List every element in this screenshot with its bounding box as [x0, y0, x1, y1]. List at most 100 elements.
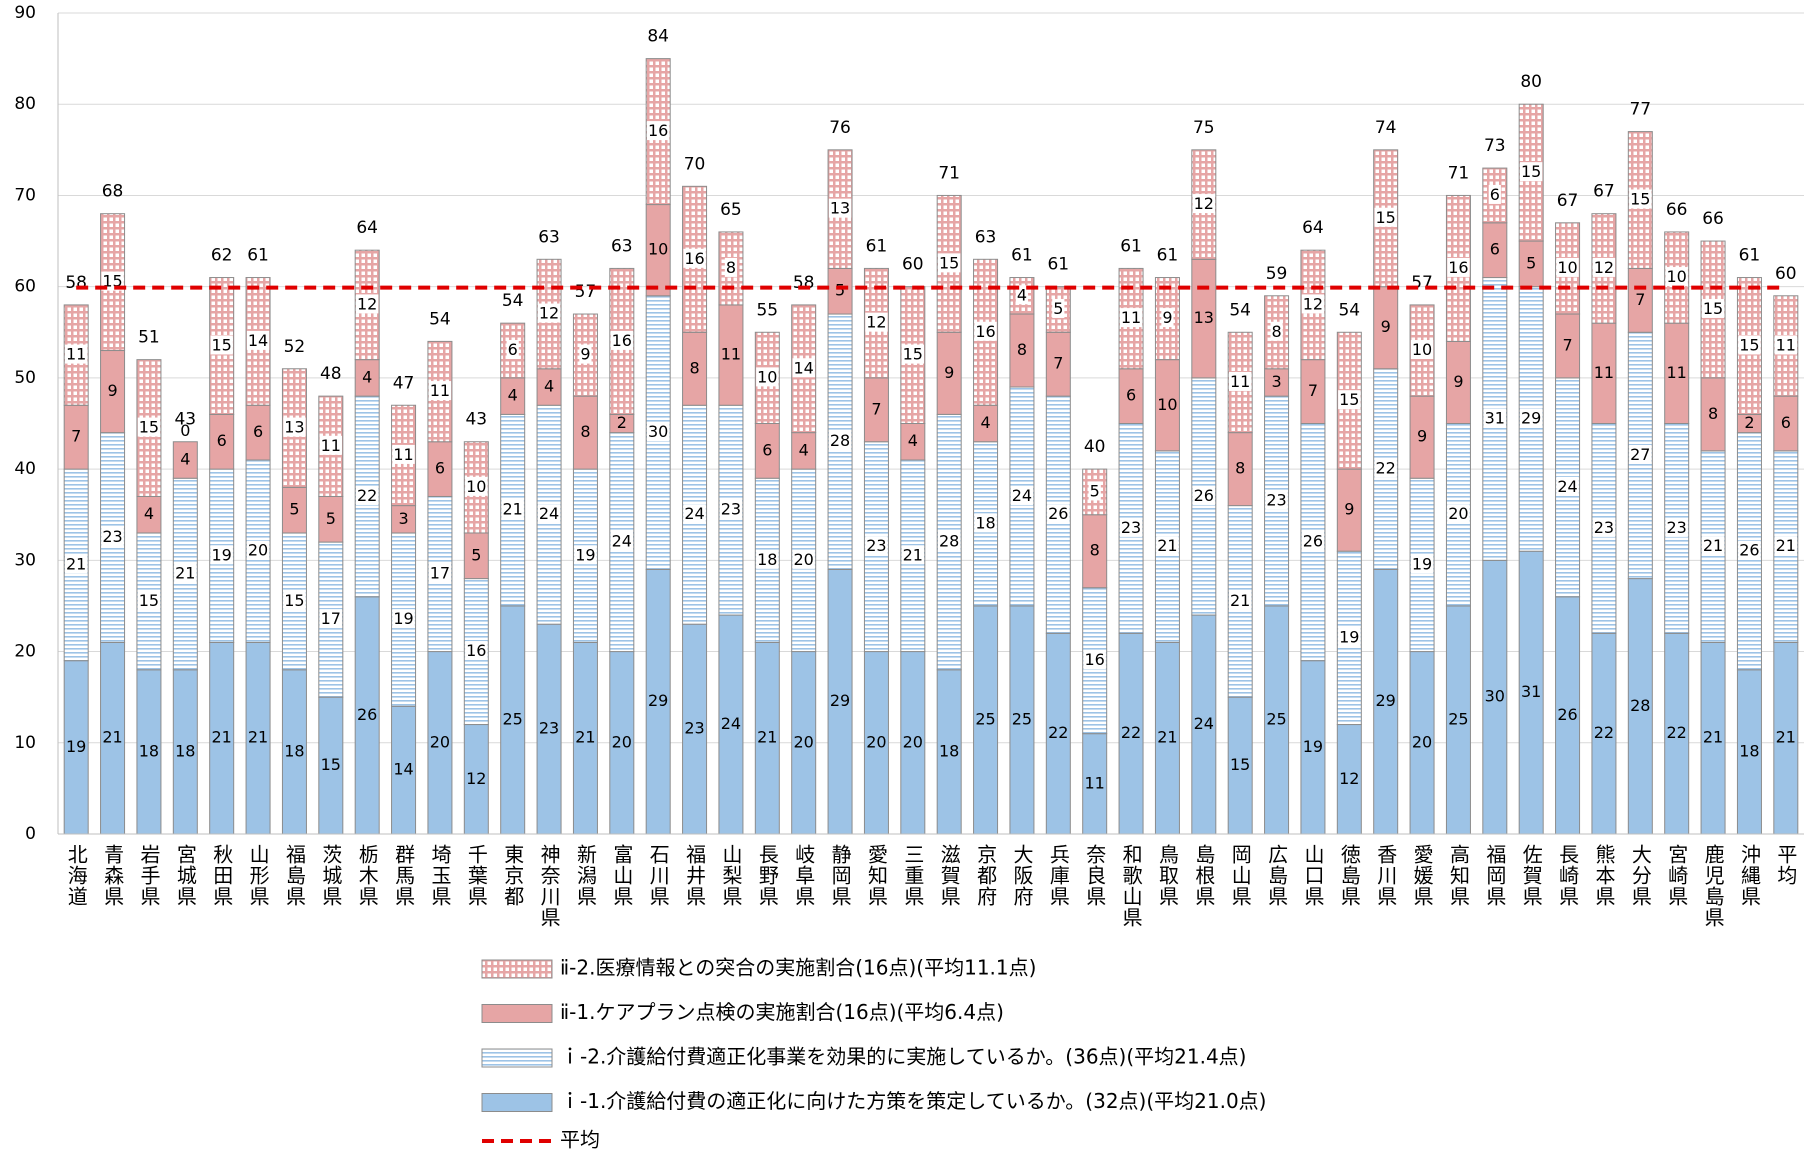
- value-label: 25: [1448, 709, 1468, 728]
- value-label: 14: [794, 358, 814, 377]
- x-tick-label: 佐賀県: [1519, 844, 1543, 907]
- bar-segment: [500, 377, 526, 415]
- label-bg: [1592, 517, 1616, 537]
- legend-label: 平均: [560, 1128, 600, 1152]
- label-bg: [1488, 184, 1501, 204]
- label-bg: [537, 303, 561, 323]
- bar-segment: [645, 568, 671, 835]
- total-label: 47: [393, 373, 415, 393]
- value-label: 16: [1448, 258, 1468, 277]
- bar-segment: [391, 505, 417, 534]
- bar-segment: [136, 669, 162, 835]
- value-label: 16: [975, 322, 995, 341]
- bar-segment: [900, 423, 926, 461]
- label-bg: [246, 540, 270, 560]
- total-label: 61: [1739, 246, 1761, 266]
- value-label: 20: [866, 732, 886, 751]
- value-label: 24: [1557, 477, 1577, 496]
- bar-segment: [1264, 605, 1290, 835]
- label-bg: [392, 609, 415, 629]
- value-label: 8: [726, 258, 736, 277]
- bar-segment: [973, 404, 999, 443]
- value-label: 9: [580, 345, 590, 364]
- bar-segment: [827, 267, 853, 315]
- value-label: 4: [362, 367, 372, 386]
- value-label: 9: [1344, 500, 1354, 519]
- value-label: 6: [1490, 185, 1500, 204]
- value-label: 12: [1594, 258, 1614, 277]
- label-bg: [1483, 408, 1506, 428]
- value-label: 11: [721, 345, 741, 364]
- label-bg: [579, 344, 592, 364]
- label-bg: [1556, 257, 1579, 277]
- value-label: 11: [430, 381, 450, 400]
- bar-segment: [1555, 596, 1581, 835]
- y-tick-label: 90: [14, 3, 36, 23]
- value-label: 16: [648, 121, 668, 140]
- label-bg: [1229, 590, 1252, 610]
- y-tick-label: 30: [14, 550, 36, 570]
- total-label: 48: [320, 364, 342, 384]
- bar-segment: [245, 641, 271, 835]
- x-tick-label: 鹿児島県: [1701, 844, 1725, 928]
- label-bg: [319, 435, 342, 455]
- value-label: 8: [1271, 322, 1281, 341]
- bar-segment: [536, 368, 562, 406]
- value-label: 21: [248, 728, 268, 747]
- x-tick-label: 神奈川県: [537, 844, 561, 928]
- label-bg: [1119, 308, 1143, 328]
- label-bg: [65, 344, 88, 364]
- value-label: 10: [1157, 395, 1177, 414]
- total-label: 59: [1266, 264, 1288, 284]
- x-tick-label: 和歌山県: [1119, 844, 1143, 928]
- value-label: 23: [539, 719, 559, 738]
- label-bg: [647, 422, 670, 442]
- value-label: 10: [1667, 267, 1687, 286]
- label-bg: [610, 531, 633, 551]
- label-bg: [1301, 294, 1325, 314]
- value-label: 21: [1157, 536, 1177, 555]
- x-tick-label: 埼玉県: [428, 844, 452, 907]
- value-label: 22: [1667, 723, 1687, 742]
- label-bg: [683, 504, 706, 524]
- bar-segment: [682, 331, 708, 406]
- value-label: 15: [1630, 190, 1650, 209]
- label-bg: [1447, 257, 1470, 277]
- total-label: 57: [575, 282, 597, 302]
- value-label: 3: [398, 509, 408, 528]
- label-bg: [828, 431, 852, 451]
- legend-label: ⅱ-1.ケアプラン点検の実施割合(16点)(平均6.4点): [560, 1000, 1004, 1024]
- value-label: 26: [1739, 541, 1759, 560]
- total-label: 73: [1484, 136, 1506, 156]
- value-label: 7: [1053, 354, 1063, 373]
- value-label: 12: [866, 313, 886, 332]
- label-bg: [865, 312, 888, 332]
- x-tick-label: 石川県: [646, 844, 670, 907]
- value-label: 0: [180, 421, 190, 440]
- total-label: 60: [902, 255, 924, 275]
- total-label: 63: [538, 227, 560, 247]
- label-bg: [1083, 650, 1106, 670]
- label-bg: [392, 444, 415, 464]
- value-label: 15: [939, 253, 959, 272]
- label-bg: [1374, 207, 1397, 227]
- x-tick-label: 秋田県: [210, 844, 234, 907]
- value-label: 21: [1776, 728, 1796, 747]
- x-tick-label: 栃木県: [355, 844, 379, 907]
- label-bg: [428, 381, 452, 401]
- value-label: 19: [1412, 554, 1432, 573]
- x-tick-label: 茨城県: [319, 844, 343, 907]
- value-label: 5: [471, 545, 481, 564]
- total-label: 61: [1120, 236, 1142, 256]
- bar-segment: [281, 486, 307, 534]
- bar-segment: [1009, 313, 1035, 388]
- value-label: 21: [175, 564, 195, 583]
- bar-segment: [1773, 641, 1799, 835]
- total-label: 55: [756, 300, 778, 320]
- bar-segment: [682, 623, 708, 835]
- y-tick-label: 80: [14, 94, 36, 114]
- label-bg: [1192, 485, 1215, 505]
- x-tick-label: 宮崎県: [1665, 844, 1689, 907]
- value-label: 3: [1271, 372, 1281, 391]
- value-label: 26: [1303, 532, 1323, 551]
